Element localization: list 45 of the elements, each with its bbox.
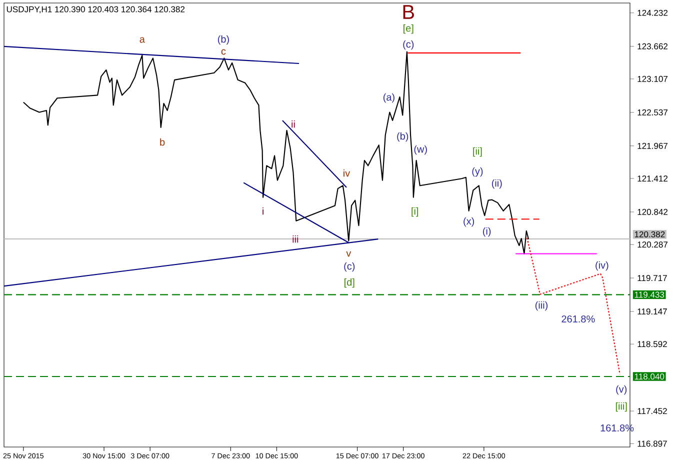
y-tick-label: 123.107 <box>638 76 668 82</box>
ref-line-label: 119.433 <box>634 292 664 298</box>
annotation: (iii) <box>535 301 548 311</box>
y-tick-label: 117.452 <box>638 408 667 414</box>
y-tick-label: 120.842 <box>638 208 668 215</box>
y-tick-label: 122.537 <box>638 109 668 116</box>
annotation: a <box>140 37 145 43</box>
annotation: (w) <box>414 145 427 155</box>
ref-line-label: 118.040 <box>634 373 664 380</box>
chart-title: USDJPY,H1 120.390 120.403 120.364 120.382 <box>6 6 185 14</box>
y-tick-label: 120.287 <box>638 242 668 248</box>
annotation: [iii] <box>616 402 627 412</box>
annotation: ii <box>292 120 295 128</box>
annotation: [ii] <box>473 147 482 157</box>
annotation: 261.8% <box>562 315 595 323</box>
annotation: (x) <box>464 217 474 227</box>
y-tick-label: 119.147 <box>638 308 667 315</box>
y-tick-label: 118.592 <box>638 341 667 348</box>
ref-line-label: 120.382 <box>634 231 665 238</box>
annotation: [i] <box>412 207 418 217</box>
annotation: b <box>160 138 165 146</box>
y-tick-label: 123.662 <box>638 43 668 50</box>
y-tick-label: 124.232 <box>638 10 668 16</box>
annotation: [d] <box>344 278 354 288</box>
annotation: (b) <box>218 35 229 45</box>
annotation: (ii) <box>492 179 502 189</box>
annotation: i <box>262 207 264 215</box>
y-tick-label: 121.967 <box>638 142 668 149</box>
y-tick-label: 119.717 <box>638 275 667 282</box>
annotation: [e] <box>404 24 414 34</box>
annotation: iii <box>292 235 298 243</box>
annotation: (v) <box>616 385 627 395</box>
annotation: (c) <box>344 262 355 272</box>
annotation: (y) <box>472 167 483 177</box>
annotation: (i) <box>482 227 491 237</box>
annotation: v <box>346 251 352 257</box>
annotation: iv <box>344 169 350 177</box>
y-tick-label: 121.412 <box>638 175 668 182</box>
annotation: B <box>403 5 414 19</box>
annotation: (iv) <box>596 261 608 271</box>
annotation: (b) <box>397 132 408 142</box>
annotation: (a) <box>383 93 394 103</box>
annotation: (c) <box>403 40 414 50</box>
y-tick-label: 116.897 <box>638 440 667 447</box>
annotation: c <box>221 49 226 55</box>
